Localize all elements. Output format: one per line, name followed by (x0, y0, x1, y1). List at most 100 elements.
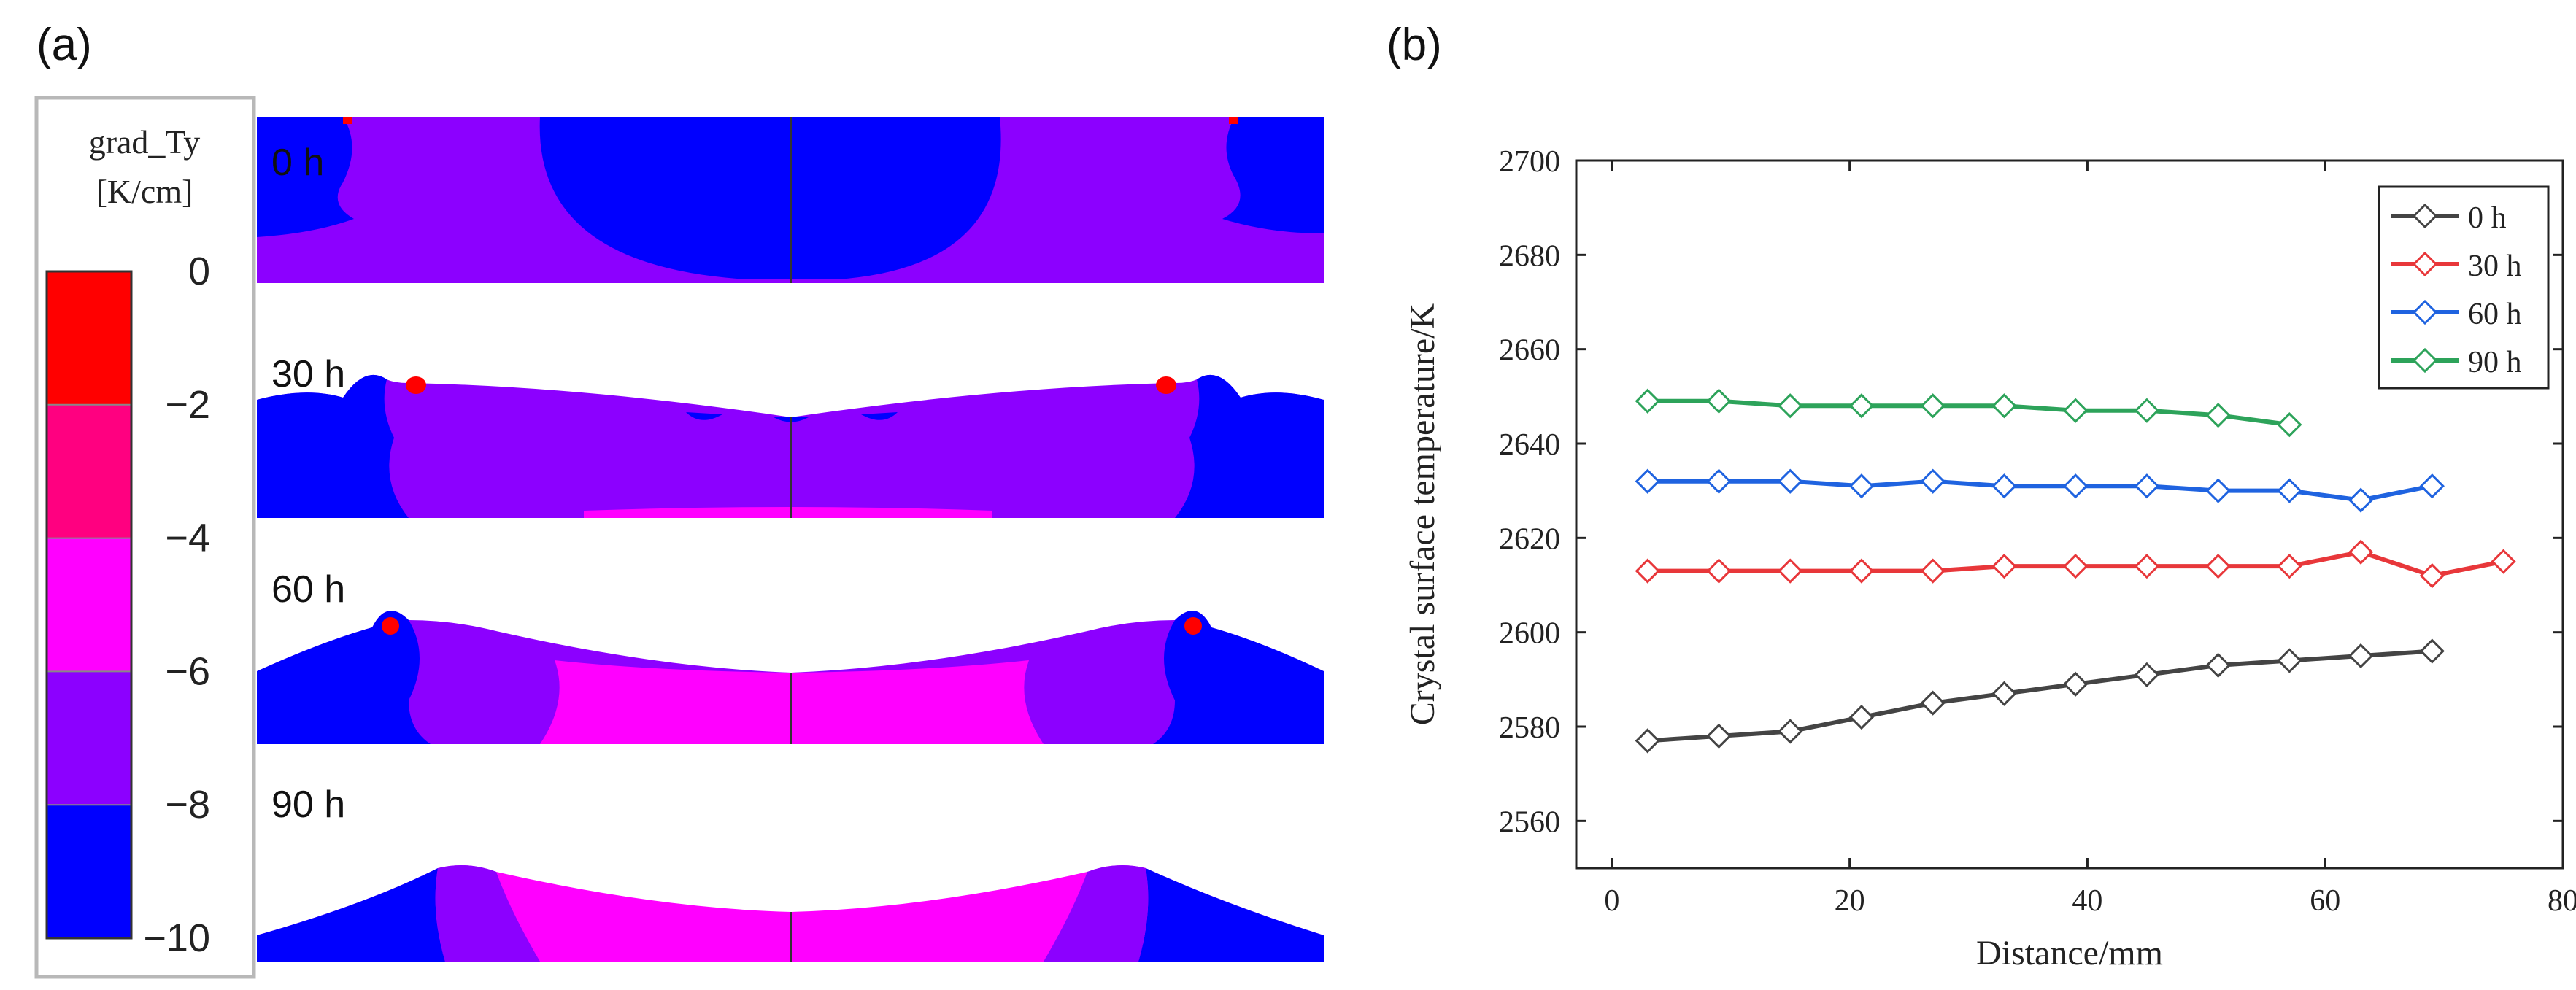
legend-label: 30 h (2468, 250, 2522, 283)
data-point (2134, 554, 2160, 579)
data-point (1706, 723, 1732, 749)
snapshot-90h-label: 90 h (271, 784, 345, 826)
data-point (1778, 468, 1803, 494)
snapshot-60h-hotspot-right (1184, 617, 1202, 635)
x-tick-label: 60 (2310, 884, 2340, 918)
colorbar-band-4 (47, 805, 131, 938)
snapshot-0h-center-region (539, 117, 1001, 279)
legend-marker (2412, 251, 2438, 277)
data-point (1635, 388, 1660, 414)
data-point (1991, 681, 2017, 706)
data-point (2134, 473, 2160, 499)
x-tick-label: 40 (2072, 884, 2102, 918)
colorbar-title-2: [K/cm] (96, 173, 193, 210)
panel-b-label: (b) (1387, 20, 1442, 70)
y-tick-label: 2620 (1499, 522, 1560, 556)
data-point (2205, 478, 2231, 503)
series-90h (1635, 388, 2302, 438)
series-60h (1635, 468, 2445, 513)
data-point (1848, 704, 1875, 730)
data-point (2205, 652, 2231, 678)
data-point (1991, 554, 2017, 579)
snapshot-30h-bottom-band (584, 507, 992, 518)
data-point (2277, 412, 2302, 438)
legend: 0 h 30 h 60 h 90 h (2378, 185, 2550, 390)
y-tick-label: 2600 (1499, 617, 1560, 651)
snapshot-30h-hotspot-left (406, 376, 426, 394)
data-point (1991, 473, 2017, 499)
snapshot-90h-left-band (435, 865, 540, 962)
legend-marker (2412, 299, 2438, 325)
y-tick-label: 2700 (1499, 145, 1560, 179)
data-point (2063, 671, 2089, 697)
snapshot-60h-right-region (1153, 611, 1324, 744)
data-point (1706, 388, 1732, 414)
snapshot-90h-right-region (1138, 868, 1324, 962)
colorbar: grad_Ty [K/cm] 0 −2 −4 −6 −8 −10 (34, 96, 256, 979)
colorbar-tick-label: −6 (165, 649, 210, 693)
snapshot-60h-left-region (257, 611, 431, 744)
series-0h (1635, 638, 2445, 754)
snapshot-60h: 60 h (257, 568, 1324, 744)
snapshot-30h-right-region (1175, 374, 1324, 518)
x-tick-label: 20 (1835, 884, 1865, 918)
data-point (1848, 558, 1875, 584)
data-point (1848, 473, 1875, 499)
legend-label: 60 h (2468, 298, 2522, 331)
snapshot-30h-hotspot-right (1156, 376, 1176, 394)
y-tick-label: 2640 (1499, 428, 1560, 462)
snapshot-60h-hotspot-left (382, 617, 399, 635)
data-point (1635, 558, 1660, 584)
colorbar-tick-label: −4 (165, 517, 210, 560)
snapshot-90h-left-region (257, 868, 445, 962)
colorbar-band-3 (47, 671, 131, 805)
data-point (1706, 468, 1732, 494)
snapshot-60h-label: 60 h (271, 568, 345, 611)
snapshot-30h: 30 h (257, 353, 1324, 518)
data-point (2277, 554, 2302, 579)
chart-b: 0 20 40 60 80 2560 2580 2600 2620 2640 2660 2680 270… (1403, 145, 2576, 972)
y-tick-label: 2680 (1499, 239, 1560, 273)
data-point (1706, 558, 1732, 584)
legend-marker (2412, 203, 2438, 229)
data-point (2134, 662, 2160, 687)
data-point (1635, 728, 1660, 754)
x-tick-label: 80 (2548, 884, 2576, 918)
snapshot-0h-right-region (1222, 117, 1324, 233)
snapshot-30h-left-region (257, 374, 409, 518)
data-point (1991, 393, 2017, 419)
data-point (1920, 468, 1946, 494)
legend-label: 0 h (2468, 201, 2507, 235)
data-point (2348, 643, 2374, 669)
colorbar-band-1 (47, 404, 131, 538)
data-point (2491, 549, 2516, 574)
x-axis-label: Distance/mm (1976, 934, 2163, 972)
data-point (1778, 558, 1803, 584)
series-line (1647, 398, 2290, 428)
snapshot-0h-hotspot-right (1229, 117, 1238, 124)
colorbar-tick-label: 0 (188, 250, 210, 293)
data-point (1778, 719, 1803, 744)
colorbar-band-2 (47, 538, 131, 672)
snapshot-30h-label: 30 h (271, 353, 345, 395)
data-point (1848, 393, 1875, 419)
data-point (2348, 539, 2374, 565)
colorbar-title-1: grad_Ty (89, 123, 201, 161)
series-line (1647, 649, 2433, 743)
legend-box (2378, 185, 2550, 390)
colorbar-tick-label: −8 (165, 783, 210, 827)
snapshot-90h-right-band (1044, 865, 1149, 962)
data-point (1778, 393, 1803, 419)
colorbar-tick-label: −10 (143, 916, 210, 960)
data-point (2348, 487, 2374, 513)
snapshot-0h-hotspot-left (343, 117, 352, 124)
data-point (2419, 638, 2445, 664)
plot-area-frame (1575, 159, 2564, 870)
colorbar-tick-label: −2 (165, 383, 210, 427)
colorbar-band-0 (47, 271, 131, 405)
data-point (2134, 398, 2160, 423)
y-tick-label: 2660 (1499, 334, 1560, 368)
snapshot-0h-label: 0 h (271, 142, 324, 184)
y-axis-label: Crystal surface temperature/K (1403, 303, 1442, 725)
